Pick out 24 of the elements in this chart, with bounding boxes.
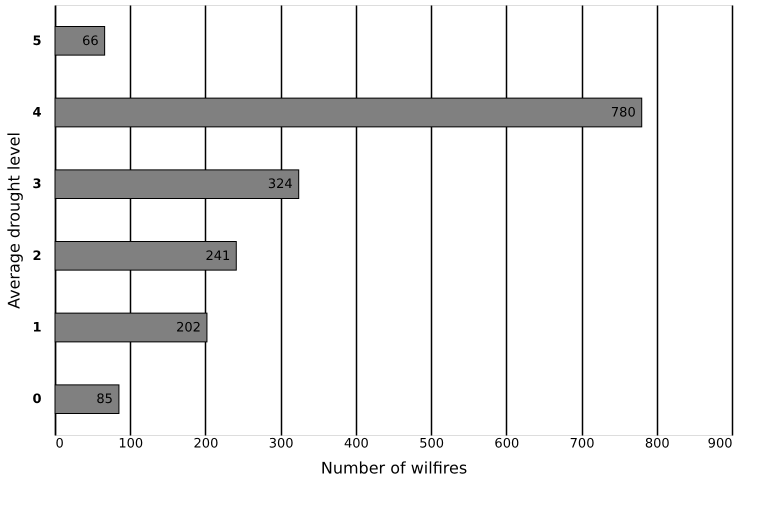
x-tick-label: 500: [419, 436, 444, 452]
y-tick-label: 4: [32, 106, 42, 120]
x-tick-label: 900: [708, 436, 732, 452]
x-tick-label: 700: [570, 436, 594, 452]
y-tick-label: 2: [32, 248, 42, 264]
y-tick-label: 5: [32, 34, 42, 49]
y-tick-label: 1: [32, 320, 42, 336]
x-tick-label: 600: [494, 436, 520, 452]
x-tick-label: 0: [56, 436, 64, 452]
y-tick-label: 0: [32, 392, 42, 408]
y-tick-label: 3: [32, 177, 42, 192]
x-tick-label: 400: [344, 436, 369, 452]
data-label: 66: [82, 34, 99, 49]
data-label: 85: [96, 392, 113, 408]
x-axis-title: Number of wilfires: [320, 458, 468, 478]
x-tick-label: 100: [118, 436, 144, 452]
y-axis-title: Average drought level: [4, 132, 24, 309]
data-label: 324: [268, 177, 293, 192]
data-label: 241: [205, 248, 230, 264]
x-tick-label: 200: [194, 436, 218, 452]
data-label: 202: [176, 320, 201, 336]
x-tick-label: 300: [268, 436, 294, 452]
x-tick-label: 800: [644, 436, 670, 452]
data-label: 780: [610, 106, 636, 120]
